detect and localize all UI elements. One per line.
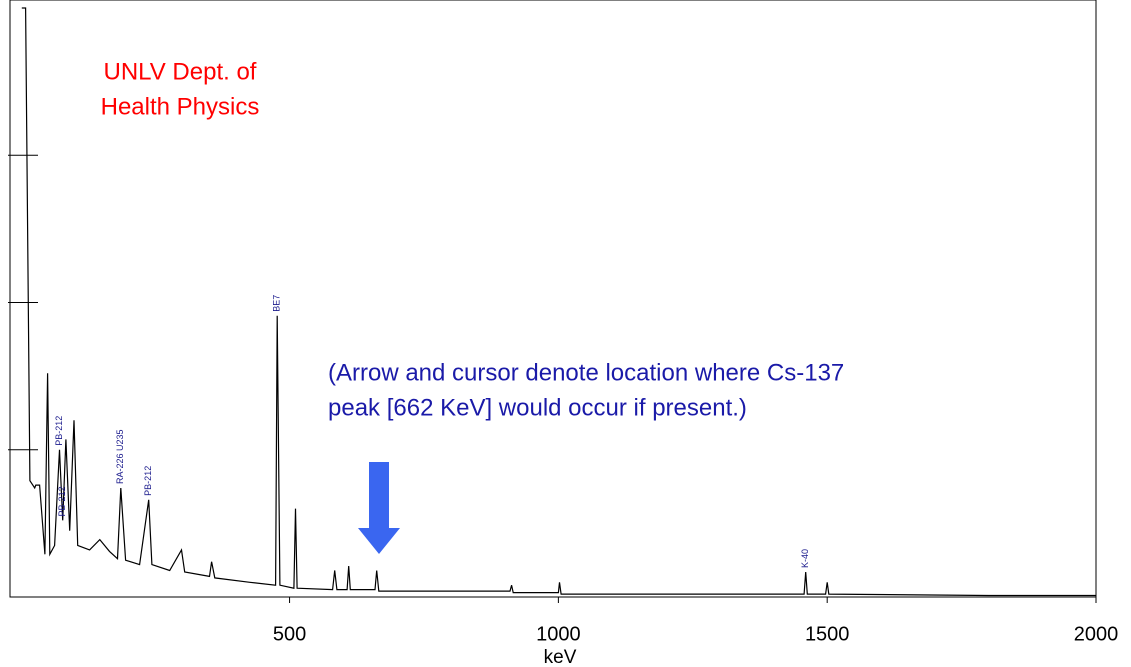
- lab-label: UNLV Dept. of: [104, 58, 257, 85]
- peak-label: PB-212: [57, 486, 67, 516]
- peak-label: PB-212: [54, 416, 64, 446]
- peak-label: BE7: [272, 295, 282, 312]
- x-tick-label: 1500: [805, 623, 850, 645]
- x-tick-label: 2000: [1074, 623, 1119, 645]
- x-tick-label: 1000: [536, 623, 581, 645]
- peak-label: PB-212: [143, 466, 153, 496]
- spectrum-line: [21, 7, 1096, 597]
- lab-label: Health Physics: [101, 93, 260, 120]
- note: (Arrow and cursor denote location where …: [328, 359, 844, 386]
- x-tick-label: 500: [273, 623, 306, 645]
- peak-label: K-40: [800, 549, 810, 568]
- arrow: [358, 462, 400, 554]
- x-axis-label: keV: [544, 647, 577, 667]
- note: peak [662 KeV] would occur if present.): [328, 394, 747, 421]
- peak-label: RA-226 U235: [115, 429, 125, 484]
- plot-frame: [9, 0, 1097, 598]
